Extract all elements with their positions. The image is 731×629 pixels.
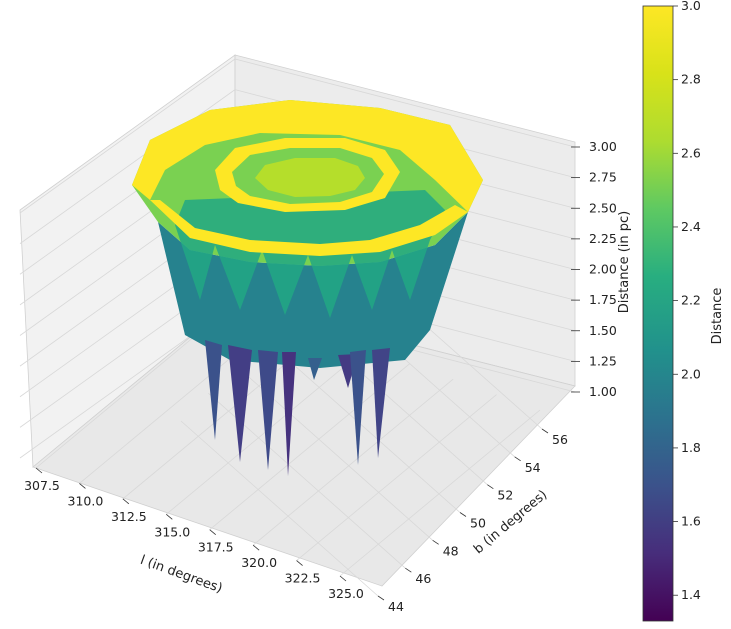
y-tick-label: 48 [443, 543, 459, 558]
z-tick-label: 2.50 [589, 200, 617, 215]
y-tick-label: 52 [497, 488, 513, 503]
surface [132, 100, 483, 476]
z-tick-label: 2.75 [589, 170, 617, 185]
surface-outer-ring-front [150, 200, 468, 256]
y-tick-label: 54 [525, 460, 541, 475]
z-grid-line-left [19, 89, 236, 244]
x-tick-label: 310.0 [68, 493, 104, 508]
spike-1 [205, 340, 222, 440]
x-grid-line [296, 394, 497, 561]
y-tick-mark [541, 428, 549, 434]
x-tick-mark [79, 483, 86, 489]
colorbar-tick-label: 2.6 [681, 145, 701, 160]
x-tick-labels: 307.5 310.0 312.5 315.0 317.5 320.0 322.5 325.0 [24, 467, 364, 601]
y-grid-line [180, 420, 379, 597]
x-tick-label: 315.0 [154, 524, 190, 539]
x-tick-label: 312.5 [111, 509, 147, 524]
y-tick-labels: 44 46 48 50 52 54 56 [377, 428, 568, 614]
y-tick-mark [487, 484, 494, 489]
colorbar-tick-label: 2.8 [681, 72, 701, 87]
z-tick-label: 1.25 [589, 353, 617, 368]
colorbar-tick-label: 1.6 [681, 514, 701, 529]
surface-lower-band [158, 212, 468, 368]
y-tick-mark [405, 567, 412, 573]
spike-3 [258, 350, 278, 470]
z-tick-label: 1.75 [589, 292, 617, 307]
x-tick-label: 325.0 [328, 586, 364, 601]
colorbar-label: Distance [710, 288, 725, 345]
x-grid-line [339, 409, 541, 577]
colorbar-tick-label: 2.0 [681, 366, 701, 381]
z-tick-label: 2.00 [589, 262, 617, 277]
colorbar-tick-label: 3.0 [681, 0, 701, 13]
x-tick-mark [339, 575, 347, 582]
colorbar-tick-label: 1.8 [681, 440, 701, 455]
z-tick-label: 3.00 [589, 139, 617, 154]
z-tick-label: 2.25 [589, 231, 617, 246]
y-grid-line [262, 337, 461, 513]
colorbar-tick-label: 2.2 [681, 293, 701, 308]
colorbar-tick-label: 2.4 [681, 219, 701, 234]
y-tick-label: 56 [552, 432, 568, 447]
x-axis-label: l (in degrees) [138, 553, 224, 597]
x-tick-label: 320.0 [241, 555, 277, 570]
y-tick-label: 44 [388, 599, 404, 614]
floor-pane [32, 299, 576, 587]
z-grid-line-left [19, 58, 236, 214]
colorbar-tick-label: 1.4 [681, 587, 701, 602]
z-tick-label: 1.50 [589, 323, 617, 338]
y-tick-mark [377, 595, 385, 601]
x-tick-label: 307.5 [24, 478, 60, 493]
x-tick-mark [296, 560, 303, 566]
z-grid-line [234, 58, 576, 148]
y-tick-mark [459, 512, 467, 517]
spike-5 [308, 358, 322, 380]
colorbar-gradient [642, 5, 674, 622]
x-tick-label: 317.5 [198, 540, 234, 555]
z-tick-label: 1.00 [589, 384, 617, 399]
x-tick-mark [35, 467, 43, 474]
colorbar: 1.4 1.6 1.8 2.0 2.2 2.4 2.6 2.8 3.0 Distance [642, 0, 725, 622]
spike-2 [228, 345, 252, 462]
spike-8 [372, 348, 390, 458]
x-tick-mark [209, 529, 216, 536]
x-tick-mark [166, 513, 173, 520]
x-tick-label: 322.5 [285, 571, 321, 586]
y-tick-mark [432, 540, 439, 545]
spike-7 [350, 350, 366, 465]
x-tick-mark [252, 544, 260, 551]
x-grid-line [252, 378, 454, 546]
x-tick-mark [122, 498, 130, 505]
surface-outer-ring [132, 100, 483, 212]
z-tick-labels: 1.00 1.25 1.50 1.75 2.00 2.25 2.50 2.75 3.00 [571, 139, 617, 399]
y-tick-mark [514, 456, 521, 462]
y-tick-label: 46 [415, 571, 431, 586]
colorbar-ticks: 1.4 1.6 1.8 2.0 2.2 2.4 2.6 2.8 3.0 [673, 0, 701, 602]
surface-inner-core [255, 158, 365, 197]
z-axis-label: Distance (in pc) [617, 211, 632, 314]
y-tick-label: 50 [470, 516, 486, 531]
spike-4 [282, 352, 296, 476]
